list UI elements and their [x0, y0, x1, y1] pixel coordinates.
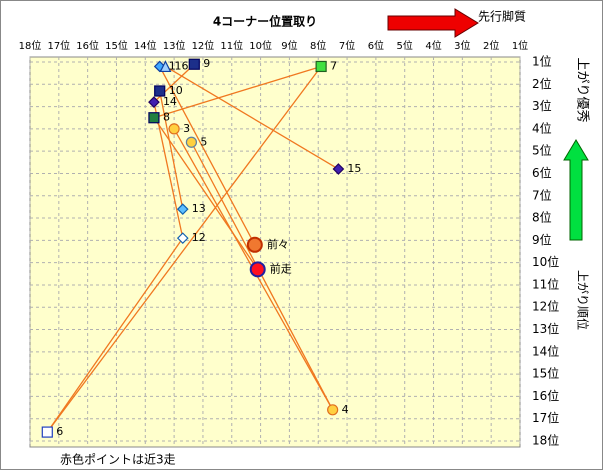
y-tick-label: 10位	[532, 254, 559, 269]
y-tick-label: 17位	[532, 410, 559, 425]
x-tick-label: 12位	[192, 39, 215, 52]
y-tick-label: 12位	[532, 299, 559, 314]
x-tick-label: 15位	[105, 39, 128, 52]
link-line	[165, 65, 339, 170]
point-label: 15	[347, 162, 361, 175]
point	[41, 426, 53, 438]
x-tick-label: 4位	[425, 39, 441, 52]
y-axis-label: 上がり順位	[576, 270, 591, 330]
point	[176, 232, 189, 244]
y-tick-label: 11位	[532, 276, 559, 291]
y-tick-label: 5位	[532, 143, 552, 158]
x-tick-label: 7位	[339, 39, 355, 52]
x-tick-label: 6位	[368, 39, 384, 52]
point-label: 13	[192, 202, 206, 215]
y-tick-label: 18位	[532, 433, 559, 448]
point-label: 10	[169, 84, 183, 97]
y-tick-label: 4位	[532, 120, 552, 135]
x-tick-label: 9位	[281, 39, 297, 52]
x-tick-label: 16位	[76, 39, 99, 52]
link-line	[153, 117, 259, 270]
point	[148, 96, 160, 108]
good-label: 上がり優秀	[575, 57, 590, 122]
y-tick-label: 13位	[532, 321, 559, 336]
y-tick-label: 8位	[532, 210, 552, 225]
point-label: 7	[330, 59, 337, 72]
x-tick-label: 17位	[47, 39, 70, 52]
y-tick-label: 9位	[532, 232, 552, 247]
y-tick-label: 2位	[532, 76, 552, 91]
y-tick-label: 15位	[532, 366, 559, 381]
point	[185, 136, 198, 148]
link-line	[46, 66, 322, 433]
point	[176, 203, 189, 215]
point	[159, 60, 172, 73]
point-label: 8	[163, 111, 170, 124]
point	[315, 60, 327, 73]
x-tick-label: 14位	[134, 39, 157, 52]
y-tick-label: 16位	[532, 388, 559, 403]
x-tick-label: 3位	[454, 39, 470, 52]
x-tick-label: 13位	[163, 39, 186, 52]
link-line	[159, 66, 256, 246]
point-label: 9	[203, 57, 210, 70]
point	[148, 112, 160, 124]
link-line	[46, 237, 184, 433]
point-label: 前走	[270, 261, 292, 275]
point	[249, 261, 266, 278]
link-line	[159, 90, 184, 210]
y-tick-label: 6位	[532, 165, 552, 180]
chart-title: 4コーナー位置取り	[213, 14, 317, 29]
note: 赤色ポイントは近3走	[60, 453, 176, 467]
point-label: 4	[342, 403, 349, 416]
x-tick-label: 10位	[249, 39, 272, 52]
y-tick-label: 1位	[532, 54, 552, 69]
x-tick-label: 2位	[483, 39, 499, 52]
plot-area	[29, 56, 521, 448]
x-tick-label: 8位	[310, 39, 326, 52]
point-label: 16	[174, 59, 188, 72]
point	[332, 163, 345, 175]
point	[327, 404, 339, 416]
y-tick-label: 14位	[532, 343, 559, 358]
point	[246, 236, 263, 253]
point	[188, 58, 200, 70]
point-label: 14	[163, 95, 177, 108]
arrow-up	[563, 139, 589, 241]
point	[154, 85, 166, 97]
x-tick-label: 11位	[220, 39, 243, 52]
y-tick-label: 7位	[532, 187, 552, 202]
arrow-right	[387, 8, 479, 38]
x-tick-label: 1位	[512, 39, 528, 52]
point-label: 前々	[267, 237, 289, 251]
point-label: 3	[183, 122, 190, 135]
y-tick-label: 3位	[532, 98, 552, 113]
point	[168, 123, 180, 135]
point-label: 6	[56, 425, 63, 438]
point-label: 5	[200, 135, 207, 148]
point-label: 1	[169, 59, 176, 72]
point-label: 12	[192, 231, 206, 244]
x-tick-label: 18位	[19, 39, 42, 52]
arrow-label: 先行脚質	[478, 9, 526, 24]
x-tick-label: 5位	[397, 39, 413, 52]
